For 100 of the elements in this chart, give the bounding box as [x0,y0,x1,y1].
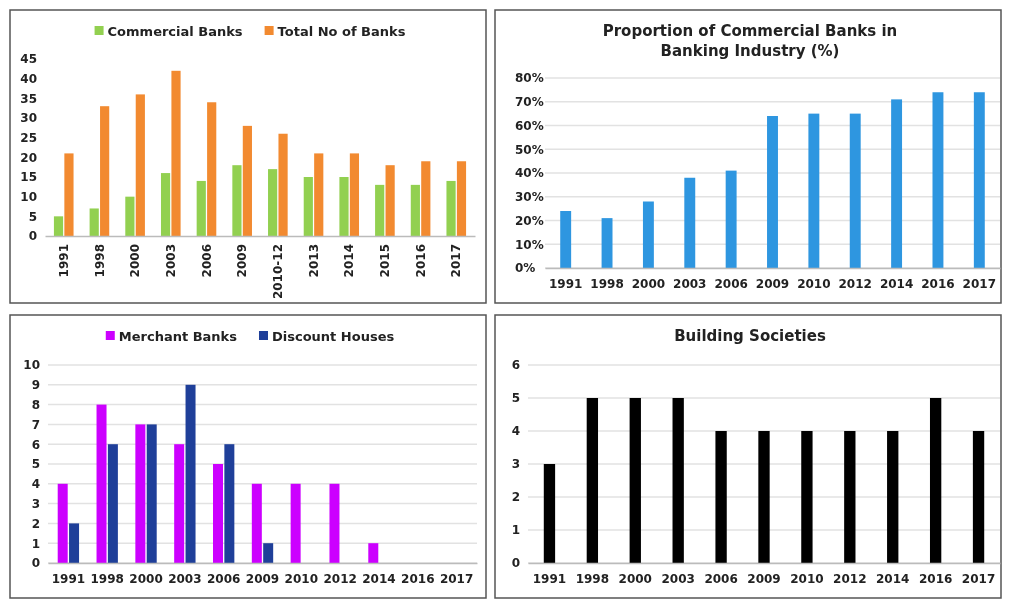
y-tick-label: 5 [28,209,37,224]
bar [973,92,985,268]
bar [767,116,778,268]
bar [171,70,181,236]
x-tick-label: 2009 [755,276,790,291]
y-tick-label: 30% [515,190,544,205]
bar [629,398,641,563]
x-tick-label: 2012 [838,276,872,291]
y-tick-label: 1 [511,523,520,538]
bar [887,431,899,563]
bar [278,133,288,236]
x-tick-label: 2016 [413,244,428,278]
x-tick-label: 1998 [90,571,124,586]
x-tick-label: 2017 [962,276,997,291]
y-tick-label: 25 [20,131,37,146]
bar [725,170,737,268]
bar [586,398,599,563]
bar [368,543,379,563]
y-tick-label: 70% [515,95,544,110]
bar [642,201,654,268]
bar [96,404,107,563]
x-tick-label: 2015 [378,244,393,278]
bar [339,177,349,236]
x-tick-label: 2003 [673,276,707,291]
x-tick-label: 2016 [918,571,953,586]
bar [715,431,727,563]
bar [57,483,68,563]
bar [329,483,340,563]
bar [758,431,770,563]
y-tick-label: 3 [511,457,520,472]
bar [232,165,242,236]
y-tick-label: 7 [31,417,40,432]
x-tick-label: 2014 [362,571,396,586]
bar [929,398,942,563]
bar [135,94,145,236]
bar [672,398,684,563]
y-tick-label: 20% [515,213,544,228]
y-tick-label: 30 [20,111,37,126]
x-tick-label: 2016 [401,571,435,586]
bar [844,431,856,563]
x-tick-label: 1998 [92,244,107,278]
bar [808,113,820,268]
bar [146,424,157,563]
y-tick-label: 10 [20,190,37,205]
legend-label: Total No of Banks [277,23,406,39]
bar [375,184,385,236]
bar [69,523,80,563]
x-tick-label: 2003 [661,571,695,586]
bar [89,208,99,236]
bar [242,125,252,236]
bar [456,161,467,236]
bar [107,444,118,563]
bar [972,431,985,563]
x-tick-label: 2000 [129,571,163,586]
bar [160,173,171,236]
bar [224,444,235,563]
y-tick-label: 45 [20,52,37,67]
bar [560,211,572,268]
x-tick-label: 1991 [532,571,567,586]
x-tick-label: 2003 [163,244,178,278]
bar [64,153,74,236]
x-tick-label: 2014 [879,276,914,291]
x-tick-label: 2017 [449,244,464,278]
x-tick-label: 1991 [56,244,71,278]
bar [410,184,420,236]
bar [251,483,262,563]
x-tick-label: 2009 [245,571,280,586]
bar [53,216,64,236]
y-tick-label: 40 [20,72,37,87]
y-tick-label: 1 [31,536,40,551]
x-tick-label: 2012 [833,571,867,586]
y-tick-label: 20 [20,150,37,165]
x-tick-label: 2017 [961,571,996,586]
y-tick-label: 40% [515,166,544,181]
bar [213,464,223,563]
bar [290,483,301,563]
x-tick-label: 1991 [548,276,583,291]
y-tick-label: 4 [31,477,40,492]
bar [174,444,185,563]
legend-label: Discount Houses [271,328,395,344]
bar [932,92,944,268]
chart-title: Building Societies [674,327,826,345]
y-tick-label: 5 [511,391,520,406]
legend-label: Merchant Banks [118,328,238,344]
bar [849,113,861,268]
y-tick-label: 15 [20,170,37,185]
x-tick-label: 2013 [306,244,321,278]
y-tick-label: 10% [515,237,544,252]
y-tick-label: 0 [31,556,40,571]
bar [135,424,146,563]
y-tick-label: 2 [511,490,520,505]
x-tick-label: 2000 [128,244,143,278]
bar [801,431,813,563]
bar [263,543,274,563]
legend-label: Commercial Banks [107,23,243,39]
x-tick-label: 2000 [631,276,666,291]
x-tick-label: 1998 [590,276,624,291]
y-tick-label: 9 [31,378,40,393]
x-tick-label: 2010-12 [271,244,286,300]
bar [601,218,613,268]
